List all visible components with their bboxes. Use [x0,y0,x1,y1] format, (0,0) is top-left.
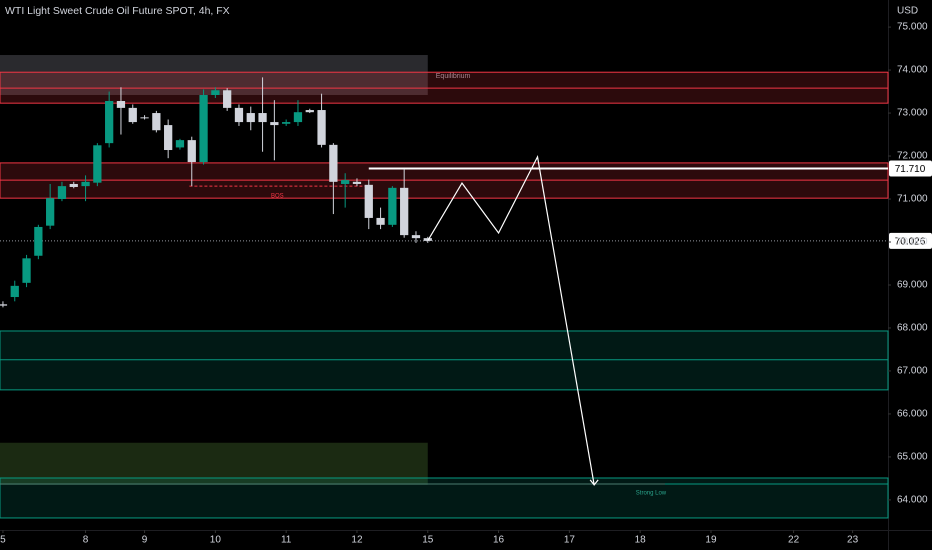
box-label: Equilibrium [436,73,471,80]
price-tag [889,232,932,249]
y-tick-label: 67.000 [897,366,928,377]
x-tick-label: 23 [847,535,859,546]
candle-body [164,125,173,151]
candle-body [81,181,90,187]
x-tick-label: 18 [635,535,647,546]
candle-body [175,140,185,148]
price-tag-label: 71.710 [895,164,926,175]
candle-body [187,140,196,163]
price-tag-label: 70.026 [895,237,926,248]
candle-body [105,101,114,144]
candle-body [388,187,397,225]
zone [0,330,889,391]
y-tick-label: 68.000 [897,323,928,334]
x-tick-label: 8 [83,535,89,546]
candle-body [10,285,19,298]
candle-body [329,144,338,182]
x-tick-label: 22 [788,535,800,546]
x-tick-label: 12 [351,535,363,546]
y-tick-label: 66.000 [897,409,928,420]
candle-body [376,217,385,225]
price-tag [889,160,932,177]
candle-body [199,94,208,163]
candle-body [0,304,8,306]
candle-body [423,238,432,241]
y-tick-label: 72.000 [897,151,928,162]
candle-body [211,90,220,95]
x-tick-label: 11 [281,535,292,546]
currency-label: USD [897,6,918,17]
strong-low-label: Strong Low [636,491,667,497]
candle-body [411,235,421,239]
x-tick-label: 9 [142,535,148,546]
chart-title: WTI Light Sweet Crude Oil Future SPOT, 4… [5,5,230,17]
candle-body [223,90,232,108]
candle-body [69,183,78,187]
candle-body [246,113,255,123]
candle-body [152,113,161,131]
x-tick-label: 17 [564,535,576,546]
candle-body [352,181,362,184]
y-tick-label: 65.000 [897,452,928,463]
candle-body [140,117,149,119]
candle-body [57,186,67,200]
zone [0,477,889,519]
y-tick-label: 64.000 [897,495,928,506]
y-tick-label: 73.000 [897,108,928,119]
candle-body [46,198,55,226]
y-tick-label: 69.000 [897,280,928,291]
candle-body [282,122,291,124]
candle-body [34,226,43,256]
candle-body [258,113,267,123]
x-tick-label: 5 [0,535,6,546]
projection-arrow [589,479,599,486]
candle-body [341,180,350,184]
x-tick-label: 19 [705,535,717,546]
candle-body [317,110,326,145]
candle-body [400,187,409,236]
bos-label: BOS [271,194,284,200]
y-tick-label: 74.000 [897,65,928,76]
x-tick-label: 15 [422,535,434,546]
candle-body [22,258,31,283]
candle-body [93,145,102,183]
y-tick-label: 75.000 [897,22,928,33]
candle-body [364,184,373,218]
candle-body [305,110,314,113]
y-tick-label: 71.000 [897,194,928,205]
projection-path [427,155,595,485]
x-tick-label: 10 [210,535,222,546]
candle-body [128,107,137,123]
candle-body [116,101,126,108]
y-tick-label: 70.000 [897,237,928,248]
candle-body [293,112,303,123]
x-tick-label: 16 [493,535,505,546]
candle-body [234,107,244,123]
candle-body [270,122,279,126]
